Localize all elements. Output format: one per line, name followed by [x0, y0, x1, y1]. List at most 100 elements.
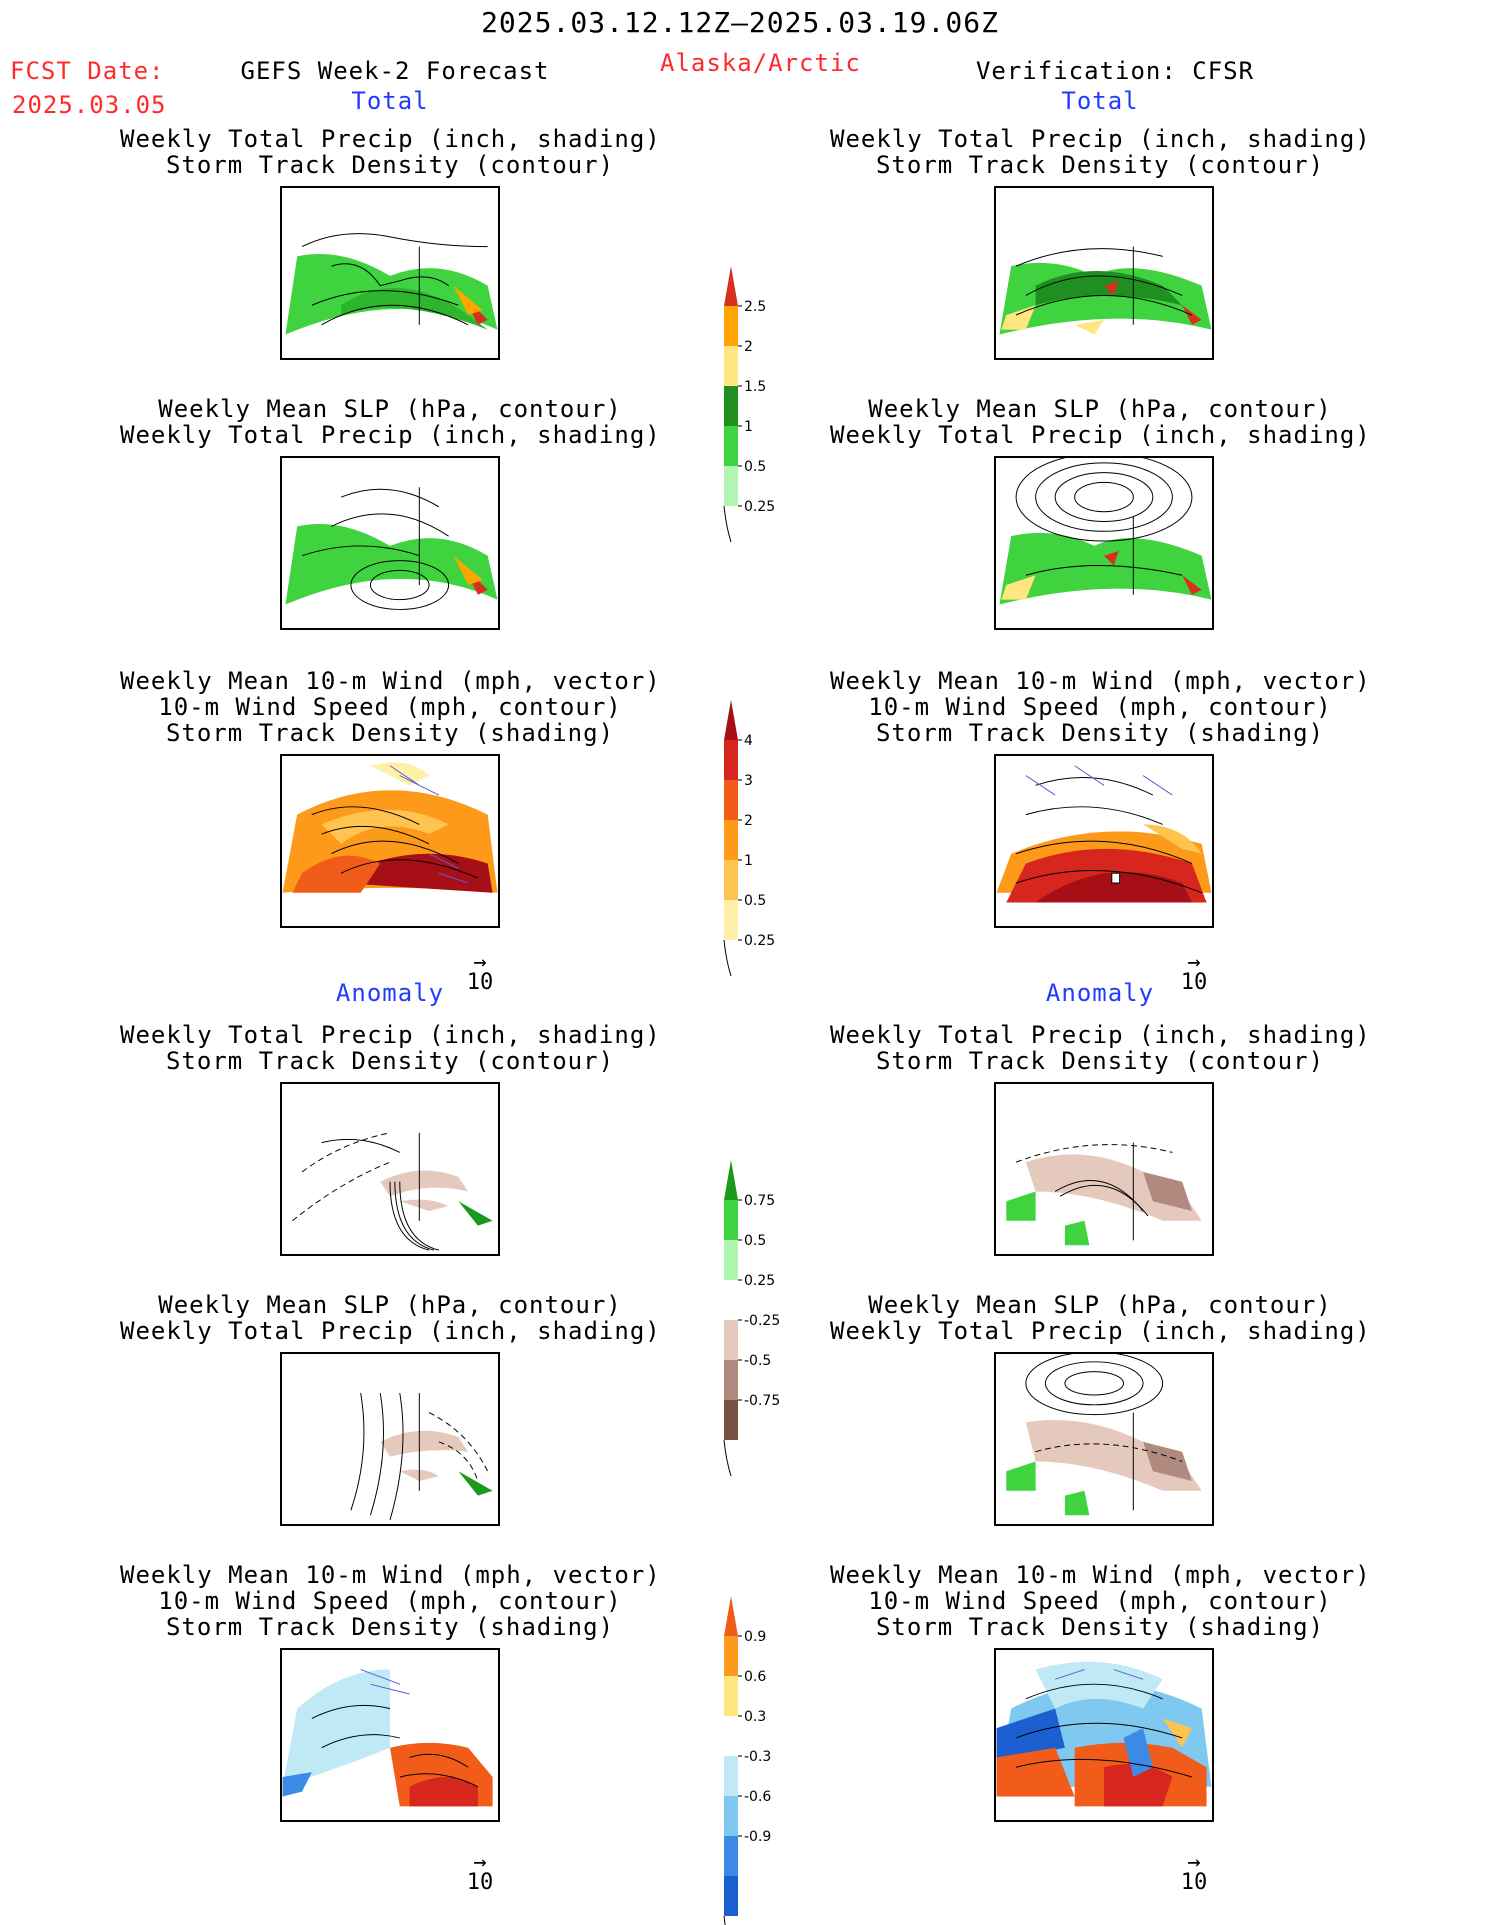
model-title: GEFS Week-2 Forecast: [240, 57, 550, 85]
map-cfsr-anom-slp-precip: [994, 1352, 1214, 1526]
title-left-r3-line2: 10-m Wind Speed (mph, contour): [158, 693, 622, 721]
colorbar-label: 1.5: [744, 379, 766, 395]
colorbar-segment: [724, 740, 738, 780]
colorbar-segment: [724, 426, 738, 466]
colorbar-bottom-tip: [723, 1915, 726, 1925]
title-right-r2-line1: Weekly Mean SLP (hPa, contour): [868, 395, 1332, 423]
title-left-r1-line2: Storm Track Density (contour): [165, 151, 615, 179]
colorbar-label: 1: [744, 853, 753, 869]
colorbar-top-tip: [724, 1596, 738, 1636]
colorbar-label: 0.5: [744, 459, 766, 475]
colorbar-label: 0.5: [744, 1233, 766, 1249]
right-r3-vector-ref: 10: [1180, 970, 1208, 995]
colorbar-label: -0.9: [744, 1829, 771, 1845]
colorbar-label: 4: [744, 733, 753, 749]
colorbar-segment: [724, 900, 738, 940]
title-right-r6-line2: 10-m Wind Speed (mph, contour): [868, 1587, 1332, 1615]
colorbar-label: 2.5: [744, 299, 766, 315]
colorbar-label: 3: [744, 773, 753, 789]
colorbar-segment: [724, 1836, 738, 1876]
title-left-r4-line2: Storm Track Density (contour): [165, 1047, 615, 1075]
right-r6-vector-arrow: →: [1187, 1850, 1201, 1875]
colorbar-precip-anom: 0.75 0.5 0.25 -0.25 -0.5 -0.75: [718, 1160, 798, 1477]
left-r6-vector-arrow: →: [473, 1850, 487, 1875]
colorbar-segment: [724, 1876, 738, 1916]
title-left-r1-line1: Weekly Total Precip (inch, shading): [120, 125, 661, 153]
colorbar-label: -0.5: [744, 1353, 771, 1369]
colorbar-label: 2: [744, 339, 753, 355]
title-left-r3-line1: Weekly Mean 10-m Wind (mph, vector): [120, 667, 661, 695]
colorbar-label: 0.75: [744, 1193, 775, 1209]
right-anomaly-label: Anomaly: [1045, 979, 1155, 1007]
title-right-r4-line1: Weekly Total Precip (inch, shading): [830, 1021, 1371, 1049]
colorbar-precip-total: 2.5 2 1.5 1 0.5 0.25: [718, 266, 798, 560]
left-total-label: Total: [351, 87, 429, 115]
title-right-r5-line1: Weekly Mean SLP (hPa, contour): [868, 1291, 1332, 1319]
map-gefs-anom-slp-precip: [280, 1352, 500, 1526]
colorbar-segment: [724, 1280, 738, 1320]
colorbar-segment: [724, 1796, 738, 1836]
right-total-label: Total: [1061, 87, 1139, 115]
left-r3-vector-arrow: →: [473, 950, 487, 975]
colorbar-segment: [724, 306, 738, 346]
fcst-date-value: 2025.03.05: [12, 91, 167, 119]
colorbar-segment: [724, 1400, 738, 1440]
left-r3-vector-ref: 10: [466, 970, 494, 995]
colorbar-label: 1: [744, 419, 753, 435]
right-r6-vector-ref: 10: [1180, 1870, 1208, 1895]
title-right-r4-line2: Storm Track Density (contour): [875, 1047, 1325, 1075]
left-r6-vector-ref: 10: [466, 1870, 494, 1895]
colorbar-segment: [724, 860, 738, 900]
title-right-r3-line2: 10-m Wind Speed (mph, contour): [868, 693, 1332, 721]
title-right-r1-line1: Weekly Total Precip (inch, shading): [830, 125, 1371, 153]
colorbar-segment: [724, 780, 738, 820]
fcst-date-label: FCST Date:: [10, 57, 165, 85]
map-cfsr-total-slp-precip: [994, 456, 1214, 630]
colorbar-label: 0.25: [744, 1273, 775, 1289]
colorbar-label: -0.6: [744, 1789, 771, 1805]
colorbar-track-anom: 0.9 0.6 0.3 -0.3 -0.6 -0.9: [718, 1596, 798, 1925]
colorbar-segment: [724, 820, 738, 860]
forecast-period: 2025.03.12.12Z–2025.03.19.06Z: [481, 6, 999, 39]
colorbar-label: 0.5: [744, 893, 766, 909]
title-right-r2-line2: Weekly Total Precip (inch, shading): [830, 421, 1371, 449]
map-cfsr-anom-precip-track: [994, 1082, 1214, 1256]
colorbar-segment: [724, 1320, 738, 1360]
colorbar-top-tip: [724, 266, 738, 306]
colorbar-segment: [724, 1636, 738, 1676]
colorbar-label: 0.3: [744, 1709, 766, 1725]
map-gefs-total-wind-track: [280, 754, 500, 928]
colorbar-bottom-tip: [723, 939, 732, 977]
colorbar-label: 2: [744, 813, 753, 829]
title-left-r6-line3: Storm Track Density (shading): [165, 1613, 615, 1641]
colorbar-segment: [724, 1756, 738, 1796]
title-right-r1-line2: Storm Track Density (contour): [875, 151, 1325, 179]
title-left-r4-line1: Weekly Total Precip (inch, shading): [120, 1021, 661, 1049]
colorbar-segment: [724, 466, 738, 506]
title-right-r6-line1: Weekly Mean 10-m Wind (mph, vector): [830, 1561, 1371, 1589]
colorbar-label: -0.3: [744, 1749, 771, 1765]
title-right-r6-line3: Storm Track Density (shading): [875, 1613, 1325, 1641]
title-left-r6-line1: Weekly Mean 10-m Wind (mph, vector): [120, 1561, 661, 1589]
verification-title: Verification: CFSR: [975, 57, 1255, 85]
colorbar-segment: [724, 1360, 738, 1400]
colorbar-segment: [724, 346, 738, 386]
title-right-r5-line2: Weekly Total Precip (inch, shading): [830, 1317, 1371, 1345]
title-right-r3-line1: Weekly Mean 10-m Wind (mph, vector): [830, 667, 1371, 695]
title-left-r2-line2: Weekly Total Precip (inch, shading): [120, 421, 661, 449]
colorbar-segment: [724, 1240, 738, 1280]
colorbar-segment: [724, 1200, 738, 1240]
title-left-r6-line2: 10-m Wind Speed (mph, contour): [158, 1587, 622, 1615]
title-left-r5-line1: Weekly Mean SLP (hPa, contour): [158, 1291, 622, 1319]
colorbar-label: -0.25: [744, 1313, 780, 1329]
left-anomaly-label: Anomaly: [335, 979, 445, 1007]
right-r3-vector-arrow: →: [1187, 950, 1201, 975]
map-gefs-anom-wind-track: [280, 1648, 500, 1822]
title-left-r5-line2: Weekly Total Precip (inch, shading): [120, 1317, 661, 1345]
map-cfsr-total-precip-track: [994, 186, 1214, 360]
map-cfsr-anom-wind-track: [994, 1648, 1214, 1822]
colorbar-track-total: 4 3 2 1 0.5 0.25: [718, 700, 798, 994]
colorbar-label: 0.9: [744, 1629, 766, 1645]
colorbar-bottom-tip: [723, 505, 732, 543]
map-gefs-total-precip-track: [280, 186, 500, 360]
